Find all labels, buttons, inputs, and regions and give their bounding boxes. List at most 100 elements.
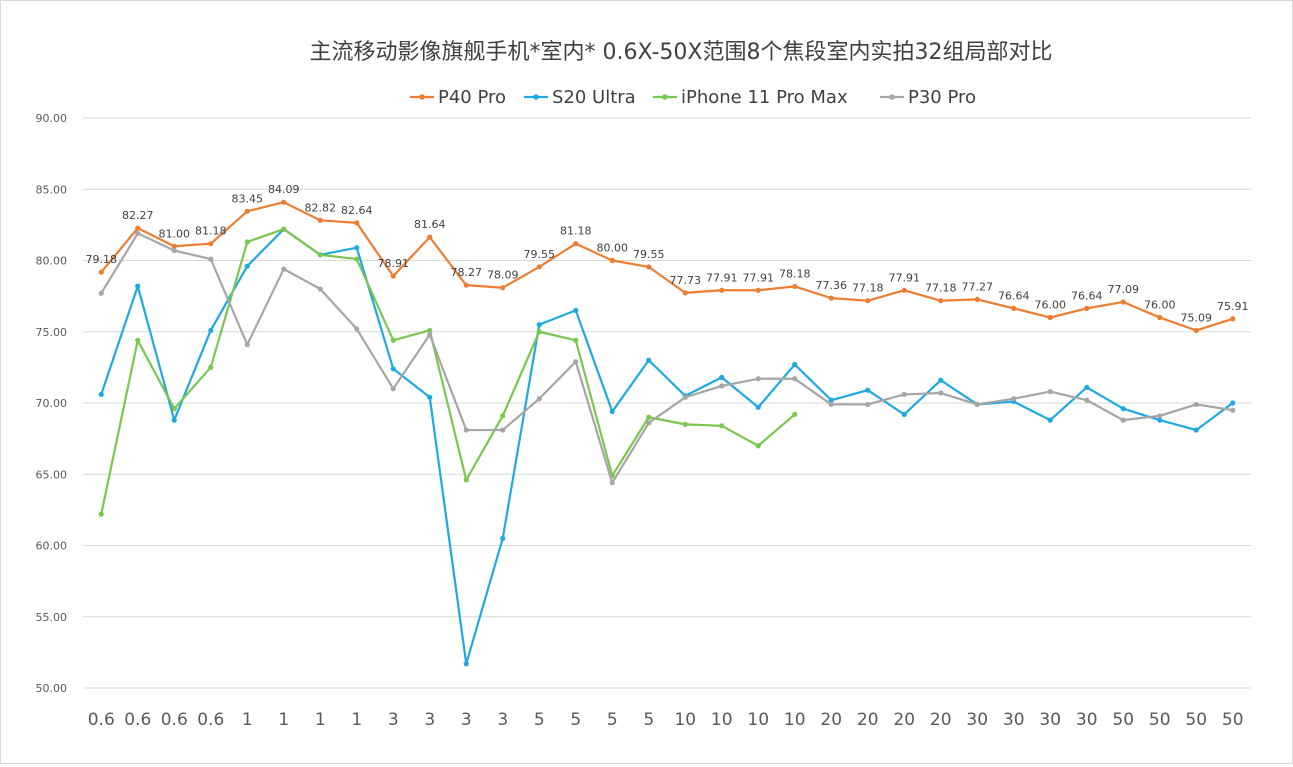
data-label: 77.73 (670, 274, 702, 287)
x-tick-label: 5 (643, 710, 654, 730)
legend-label: iPhone 11 Pro Max (681, 87, 848, 108)
chart-title: 主流移动影像旗舰手机*室内* 0.6X-50X范围8个焦段室内实拍32组局部对比 (310, 40, 1053, 65)
data-point (865, 387, 871, 393)
data-point (1193, 327, 1199, 334)
data-point (98, 511, 104, 517)
data-point (719, 383, 725, 389)
data-label: 75.91 (1217, 300, 1249, 313)
data-point (1084, 384, 1090, 390)
data-point (938, 377, 944, 383)
data-point (1230, 400, 1236, 406)
y-tick-label: 50.00 (36, 682, 68, 695)
data-label: 77.91 (889, 271, 921, 284)
data-point (244, 239, 250, 245)
legend-marker (419, 94, 425, 100)
x-tick-label: 0.6 (124, 710, 151, 730)
data-point (281, 199, 287, 205)
data-label: 78.27 (451, 266, 483, 279)
data-point (208, 364, 214, 370)
data-label: 78.09 (487, 269, 519, 282)
x-tick-label: 10 (784, 710, 806, 730)
x-tick-label: 3 (388, 710, 399, 730)
series-line (100, 228, 796, 515)
data-label: 76.64 (998, 289, 1030, 302)
x-tick-label: 50 (1149, 710, 1171, 730)
legend-marker (533, 94, 539, 100)
data-point (792, 283, 798, 290)
legend-item: iPhone 11 Pro Max (653, 87, 848, 108)
series-2 (98, 226, 798, 517)
data-point (682, 394, 688, 400)
data-point (1011, 396, 1017, 402)
data-point (1193, 427, 1199, 433)
data-label: 82.27 (122, 209, 154, 222)
data-point (573, 337, 579, 343)
data-point (98, 391, 104, 398)
legend-marker (889, 94, 895, 100)
data-point (135, 337, 141, 343)
data-point (901, 411, 907, 417)
data-label: 79.55 (524, 248, 556, 261)
data-label: 75.09 (1181, 311, 1213, 324)
data-point (244, 341, 250, 348)
data-point (427, 332, 433, 338)
data-point (1011, 305, 1017, 311)
x-tick-label: 1 (278, 710, 289, 730)
x-tick-label: 30 (1003, 710, 1025, 730)
x-tick-label: 50 (1185, 710, 1207, 730)
data-point (390, 337, 396, 343)
series-group (98, 199, 1236, 667)
x-tick-label: 10 (747, 710, 769, 730)
x-tick-label: 0.6 (161, 710, 188, 730)
series-3 (98, 230, 1236, 486)
data-point (938, 390, 944, 396)
data-point (500, 285, 506, 291)
legend-label: S20 Ultra (552, 87, 636, 108)
data-label: 77.09 (1108, 283, 1140, 296)
x-tick-label: 30 (966, 710, 988, 730)
data-point (646, 357, 652, 363)
data-point (682, 421, 688, 427)
data-label: 77.18 (852, 282, 884, 295)
y-tick-label: 75.00 (36, 326, 68, 339)
data-point (1120, 417, 1126, 423)
series-1 (98, 226, 1236, 667)
data-point (792, 411, 798, 417)
data-point (755, 443, 761, 449)
data-point (244, 263, 250, 269)
x-tick-label: 1 (242, 710, 253, 730)
data-label: 80.00 (597, 242, 629, 255)
data-label: 78.18 (779, 267, 811, 280)
x-tick-label: 1 (315, 710, 326, 730)
data-label: 76.64 (1071, 289, 1103, 302)
y-tick-label: 65.00 (36, 468, 68, 481)
data-point (1120, 406, 1126, 412)
x-tick-label: 5 (570, 710, 581, 730)
legend: P40 Pro S20 Ultra iPhone 11 Pro Max P30 Pro (410, 87, 976, 108)
x-tick-label: 30 (1039, 710, 1061, 730)
data-point (938, 298, 944, 304)
x-axis: 0.6 0.6 0.6 0.6 1 1 1 1 3 3 3 3 5 5 5 5 10 10 10 10 20 20 20 20… (88, 710, 1244, 730)
legend-item: S20 Ultra (524, 87, 636, 108)
data-point (171, 243, 177, 249)
legend-item: P30 Pro (880, 87, 976, 108)
data-point (463, 282, 469, 288)
data-point (317, 217, 323, 223)
data-point (682, 290, 688, 296)
data-point (646, 264, 652, 270)
data-point (865, 401, 871, 408)
data-point (354, 326, 360, 332)
data-point (1047, 389, 1053, 395)
data-point (792, 361, 798, 368)
data-point (974, 401, 980, 408)
data-point (244, 208, 250, 214)
series-line (100, 201, 1234, 332)
data-label: 77.91 (743, 271, 775, 284)
data-point (463, 477, 469, 483)
data-point (865, 298, 871, 304)
data-point (500, 413, 506, 419)
data-point (609, 408, 615, 415)
x-tick-label: 0.6 (197, 710, 224, 730)
data-point (536, 329, 542, 335)
data-point (719, 287, 725, 293)
